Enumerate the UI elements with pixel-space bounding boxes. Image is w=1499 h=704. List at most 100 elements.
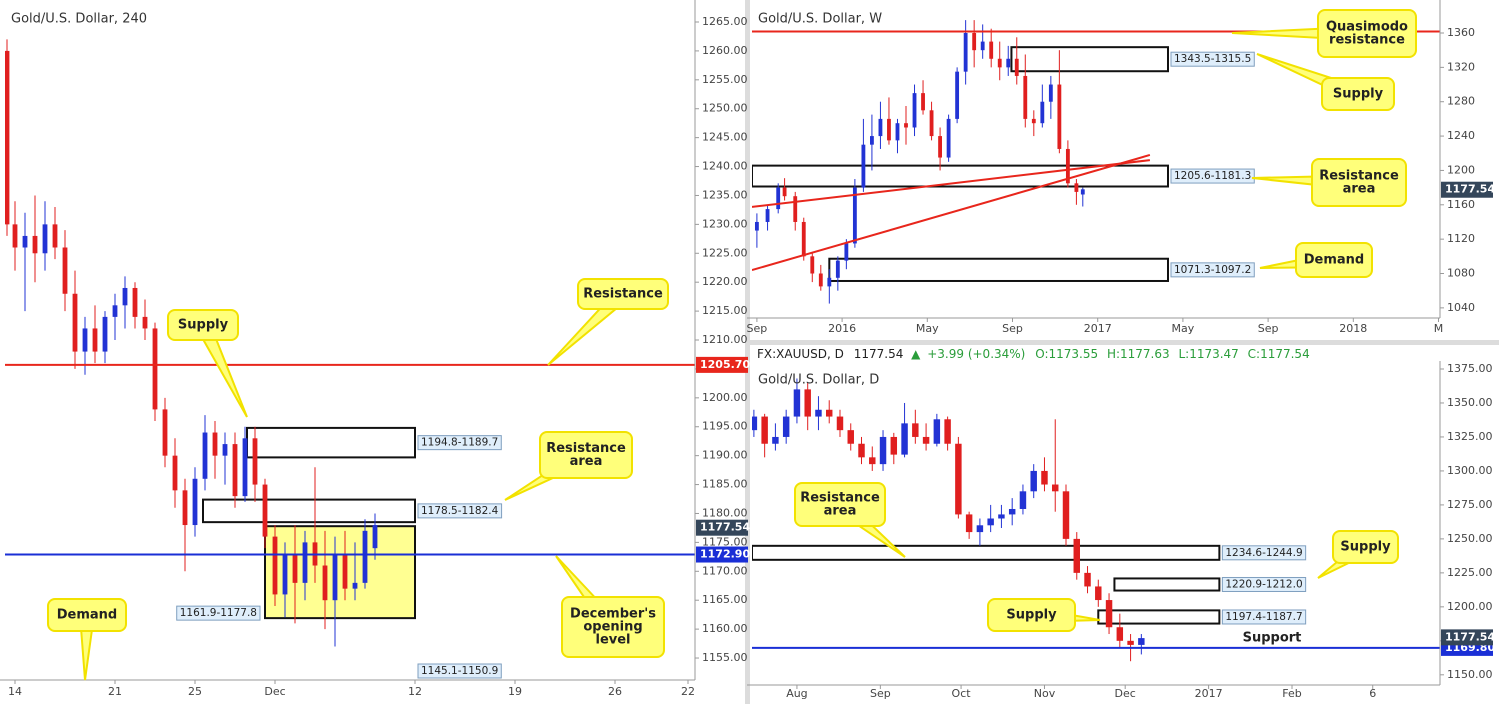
callout-text: level [595,633,630,648]
last-price-tag [1441,181,1493,198]
candle-body [72,293,78,352]
y-tick-label: 1180.00 [702,506,748,519]
last-price-label: 1177.54 [1445,183,1495,196]
y-tick-label: 1195.00 [702,420,748,433]
candle-body [352,582,358,589]
candle-body [332,553,338,601]
candle-body [912,93,917,128]
x-tick-label: Sep [1002,322,1023,335]
label-box [417,503,503,519]
chart-title: Gold/U.S. Dollar, W [758,12,882,27]
y-tick-label: 1225.00 [702,246,748,259]
callout-text: Resistance [1319,169,1399,184]
callout-box [539,431,633,479]
x-tick-label: May [1172,322,1195,335]
zone-label: 1161.9-1177.8 [180,607,257,619]
x-tick-label: M [1434,322,1444,335]
y-tick-label: 1250.00 [1447,532,1493,545]
x-tick-label: Oct [952,687,972,700]
x-tick-label: 26 [608,685,622,698]
candle-body [92,328,98,352]
zone-label: 1145.1-1150.9 [421,665,498,677]
y-tick-label: 1220.00 [702,275,748,288]
y-tick-label: 1160.00 [702,622,748,635]
x-tick-label: 14 [8,685,22,698]
callout-box [1321,77,1395,111]
candle-body [212,432,218,456]
y-tick-label: 1350.00 [1447,396,1493,409]
candle-body [202,432,208,479]
change: +3.99 (+0.34%) [927,347,1025,361]
callout-box [1311,158,1407,207]
candle-body [754,221,759,231]
y-tick-label: 1185.00 [702,478,748,491]
x-tick-label: 25 [188,685,202,698]
y-tick-label: 1240 [1447,129,1475,142]
callout-box [794,482,886,527]
y-tick-label: 1240.00 [702,160,748,173]
y-tick-label: 1275.00 [1447,498,1493,511]
zone-label: 1071.3-1097.2 [1174,264,1251,276]
y-tick-label: 1200.00 [1447,600,1493,613]
candle-body [372,525,378,549]
candle-body [292,553,298,583]
candle-body [1023,75,1028,119]
chart-title: Gold/U.S. Dollar, D [758,373,879,388]
zone-label: 1178.5-1182.4 [421,505,499,517]
panel: Gold/U.S. Dollar, D1150.001175.001200.00… [747,361,1495,700]
last-price-tag [1441,629,1493,646]
candle-body [192,478,198,526]
y-tick-label: 1160 [1447,198,1475,211]
close: C:1177.54 [1248,347,1310,361]
candle-body [904,123,908,128]
candle-body [895,123,900,141]
label-box [1170,51,1255,67]
callout-text: area [570,454,603,469]
candle-body [938,136,942,158]
x-tick-label: May [916,322,939,335]
price-tag-label: 1172.90 [700,548,750,561]
candle-body [870,136,874,145]
callout-text: Demand [1304,253,1365,268]
candle-body [12,224,18,248]
candle-body [1019,491,1027,509]
candle-body [997,58,1002,68]
candle-body [782,416,790,437]
candle-body [172,455,178,491]
callout-text: Resistance [546,441,626,456]
candle-body [5,50,10,225]
candle-body [1127,640,1134,645]
candle-body [987,518,994,526]
candle-body [42,224,48,254]
y-tick-label: 1210.00 [702,333,748,346]
candle-body [998,514,1005,519]
candle-body [1030,470,1037,492]
candle-body [815,409,822,417]
x-tick-label: Sep [747,322,768,335]
y-tick-label: 1245.00 [702,131,748,144]
candle-body [980,41,985,51]
last-price-tag [696,519,748,536]
callout-text: December's [570,607,656,622]
price-tag [696,546,748,563]
x-tick-label: 2017 [1084,322,1112,335]
candle-body [322,565,328,601]
candle-body [858,443,865,458]
x-tick-label: Dec [1115,687,1136,700]
candle-body [82,328,88,352]
zone-label: 1194.8-1189.7 [421,437,498,449]
candle-body [122,287,128,306]
y-tick-label: 1265.00 [702,15,748,28]
last-price-label: 1177.54 [700,521,750,534]
candle-body [901,423,908,455]
candle-body [946,118,951,158]
callout-text: resistance [1329,33,1405,48]
callout-box [577,278,669,310]
callout-box [561,596,665,658]
callout-box [1332,530,1399,564]
candle-body [861,144,866,188]
symbol: FX:XAUUSD, D [757,347,844,361]
trendline [752,159,1151,208]
candle-body [878,118,883,137]
